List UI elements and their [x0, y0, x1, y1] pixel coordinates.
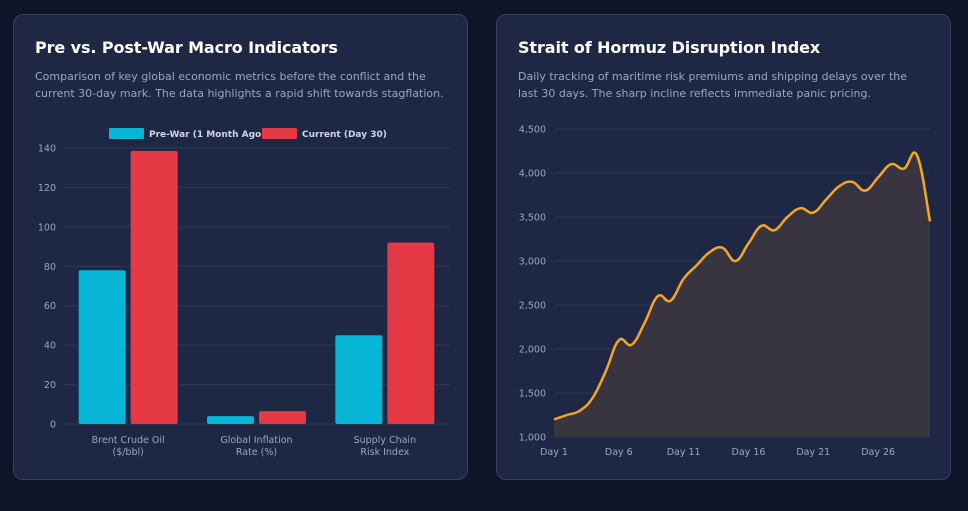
x-tick-label: Brent Crude Oil — [92, 435, 165, 446]
x-tick-label: ($/bbl) — [112, 447, 143, 458]
chart-description: Comparison of key global economic metric… — [35, 70, 444, 100]
x-tick-label: Day 11 — [667, 447, 701, 458]
y-tick-label: 80 — [44, 262, 56, 273]
bar — [335, 335, 383, 424]
line-chart: 1,000 1,500 2,000 2,500 3,000 3,500 4,000 4,500… — [519, 125, 932, 458]
bar-chart: 0 20 40 60 80 100 120 140 Brent Crude Oil($/bbl)… — [38, 128, 449, 458]
y-tick-label: 4,000 — [519, 169, 546, 180]
x-tick-label: Rate (%) — [236, 447, 277, 458]
x-tick-label: Day 26 — [861, 447, 895, 458]
x-tick-label: Day 16 — [732, 447, 766, 458]
legend-label: Pre-War (1 Month Ago) — [149, 130, 265, 140]
y-tick-label: 1,000 — [519, 433, 546, 444]
y-tick-label: 4,500 — [519, 125, 546, 136]
y-tick-label: 3,000 — [519, 257, 546, 268]
y-tick-label: 2,500 — [519, 301, 546, 312]
x-tick-label: Day 1 — [540, 447, 568, 458]
bar — [130, 150, 178, 424]
series-line — [553, 151, 932, 421]
bar — [78, 270, 126, 424]
bar — [207, 416, 254, 424]
x-tick-label: Day 6 — [605, 447, 633, 458]
y-tick-label: 20 — [44, 380, 56, 391]
y-tick-label: 0 — [50, 420, 56, 431]
y-tick-label: 1,500 — [519, 389, 546, 400]
hormuz-index-card: Strait of Hormuz Disruption Index Daily … — [496, 14, 951, 480]
macro-indicators-card: Pre vs. Post-War Macro Indicators Compar… — [13, 14, 468, 480]
bar — [259, 411, 306, 424]
legend-swatch — [109, 128, 144, 139]
x-tick-label: Supply Chain — [354, 435, 417, 446]
chart-title: Pre vs. Post-War Macro Indicators — [35, 38, 338, 57]
chart-description: Daily tracking of maritime risk premiums… — [518, 70, 907, 100]
y-tick-label: 100 — [38, 222, 56, 233]
y-tick-label: 140 — [38, 144, 56, 155]
y-tick-label: 2,000 — [519, 345, 546, 356]
x-tick-label: Day 21 — [796, 447, 830, 458]
y-tick-label: 60 — [44, 301, 56, 312]
legend-swatch — [262, 128, 297, 139]
bar — [387, 242, 435, 424]
legend-label: Current (Day 30) — [302, 130, 387, 140]
y-tick-label: 40 — [44, 341, 56, 352]
x-tick-label: Global Inflation — [220, 435, 292, 446]
x-tick-label: Risk Index — [360, 447, 409, 458]
area-fill — [554, 152, 930, 437]
y-tick-label: 3,500 — [519, 213, 546, 224]
y-tick-label: 120 — [38, 183, 56, 194]
chart-title: Strait of Hormuz Disruption Index — [518, 38, 821, 57]
